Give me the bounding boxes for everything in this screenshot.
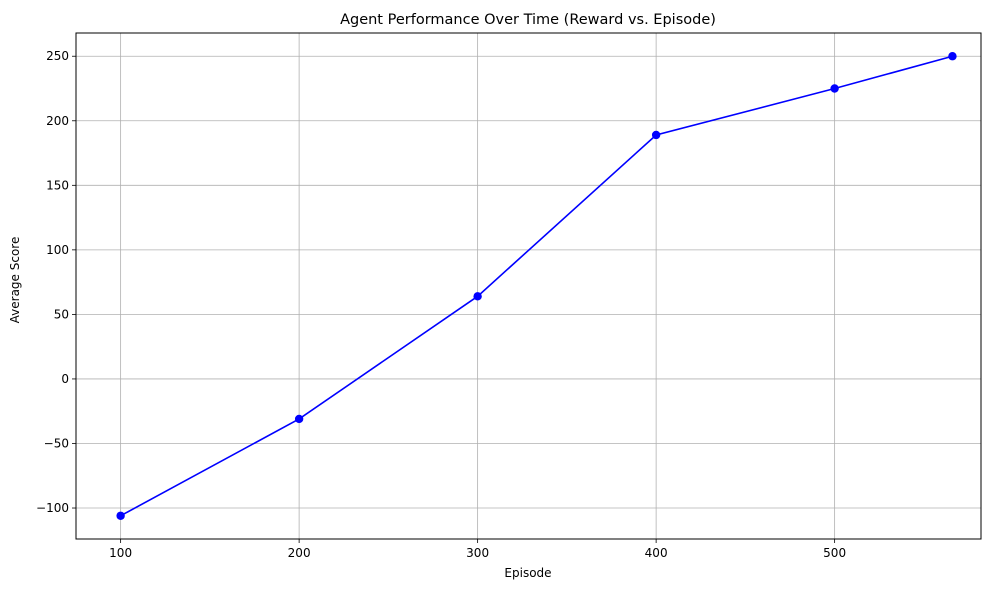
y-tick-label: 0 [61, 372, 69, 386]
series-line [120, 55, 953, 517]
grid-lines [76, 33, 981, 539]
y-axis-label: Average Score [8, 237, 22, 324]
y-tick-label: 200 [46, 114, 69, 128]
series-layer [116, 52, 957, 520]
x-tick-label: 400 [645, 546, 668, 560]
x-tick-label: 500 [823, 546, 846, 560]
x-tick-label: 100 [109, 546, 132, 560]
y-tick-label: 150 [46, 178, 69, 192]
x-tick-label: 300 [466, 546, 489, 560]
axis-ticks: 100 200 300 400 500 −100 −50 0 50 100 150 200 250 [36, 49, 846, 560]
y-tick-label: 100 [46, 243, 69, 257]
data-point [473, 292, 482, 301]
data-point [116, 511, 125, 520]
y-tick-label: −100 [36, 501, 69, 515]
y-tick-label: −50 [44, 436, 69, 450]
data-point [294, 414, 304, 424]
y-tick-label: 50 [54, 307, 69, 321]
x-axis-label: Episode [504, 566, 551, 580]
y-tick-label: 250 [46, 49, 69, 63]
data-point [948, 52, 957, 61]
x-tick-label: 200 [288, 546, 311, 560]
data-point [651, 130, 661, 140]
data-point [830, 84, 839, 93]
plot-frame [75, 32, 982, 540]
chart-title: Agent Performance Over Time (Reward vs. … [340, 12, 716, 28]
